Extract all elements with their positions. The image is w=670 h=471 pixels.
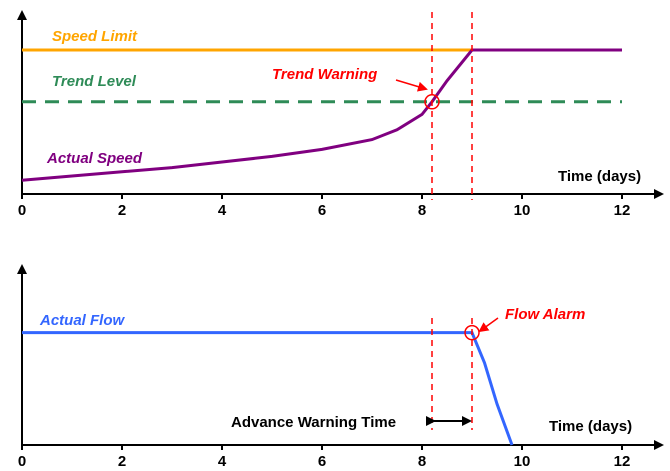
x-tick-label: 10 [514,202,531,219]
x-tick-label: 8 [418,453,426,470]
trend-warning-marker [424,94,440,110]
x-tick-label: 4 [218,453,227,470]
actual-flow-label: Actual Flow [39,312,126,329]
top-panel: 0 2 4 6 8 10 12 Time (days) Speed Limit Trend … [17,10,664,219]
bottom-panel: 0 2 4 6 8 10 12 Time (days) Actual Flow Flow A… [17,264,664,470]
top-x-axis-title: Time (days) [558,168,641,185]
x-tick-label: 10 [514,453,531,470]
flow-alarm-marker [464,324,480,341]
flow-alarm-arrow [478,317,499,333]
x-tick-label: 0 [18,202,26,219]
x-tick-label: 12 [614,202,631,219]
actual-speed-line [21,48,622,182]
x-tick-label: 4 [218,202,227,219]
actual-speed-label: Actual Speed [46,150,143,167]
advance-warning-label: Advance Warning Time [231,414,396,431]
x-tick-label: 6 [318,453,326,470]
x-tick-label: 2 [118,202,126,219]
trend-level-label: Trend Level [52,73,137,90]
flow-alarm-label: Flow Alarm [505,306,585,323]
x-tick-label: 12 [614,453,631,470]
speed-limit-label: Speed Limit [52,28,138,45]
bottom-x-ticks: 0 2 4 6 8 10 12 [18,445,631,470]
x-tick-label: 8 [418,202,426,219]
bottom-x-axis-title: Time (days) [549,418,632,435]
x-tick-label: 2 [118,453,126,470]
actual-flow-line [22,331,514,446]
top-x-ticks: 0 2 4 6 8 10 12 [18,194,631,219]
trend-warning-arrow [395,79,428,92]
trend-warning-label: Trend Warning [272,66,377,83]
x-tick-label: 6 [318,202,326,219]
x-tick-label: 0 [18,453,26,470]
